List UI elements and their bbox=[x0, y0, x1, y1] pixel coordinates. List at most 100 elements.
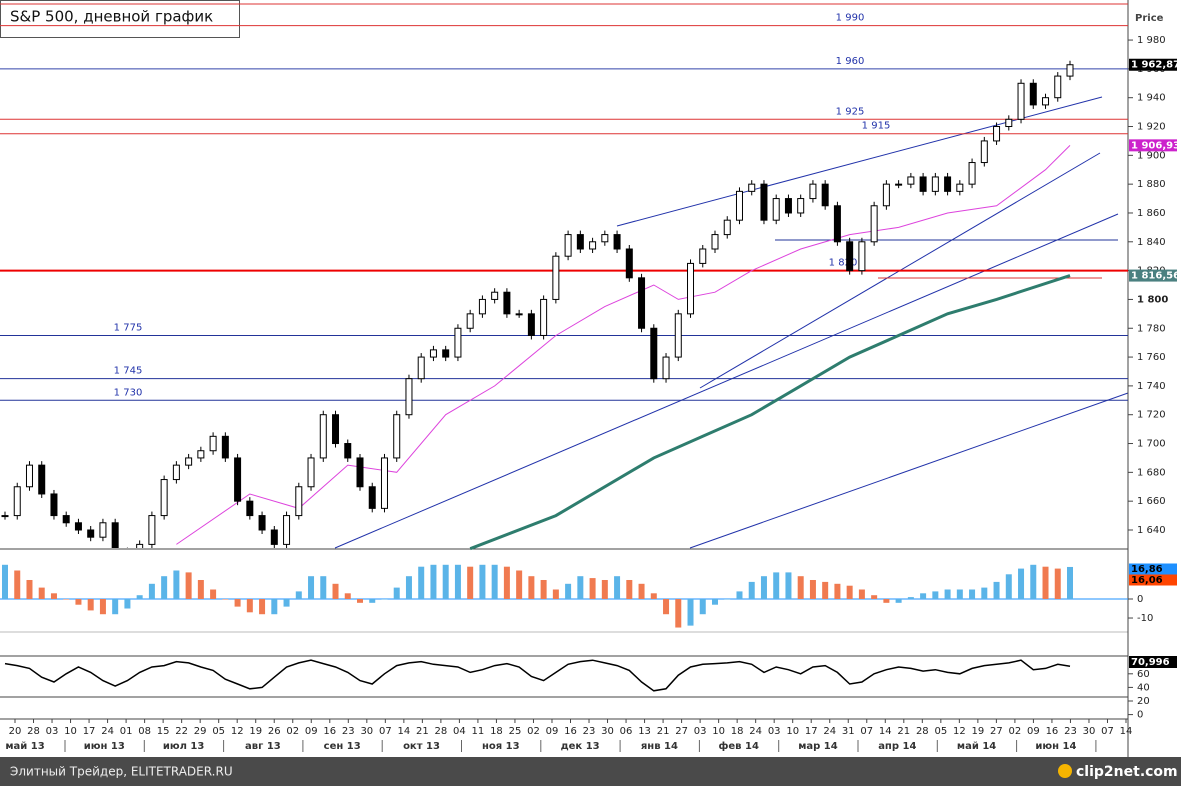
candle bbox=[319, 414, 327, 459]
title-box bbox=[0, 0, 240, 38]
macd-bar bbox=[589, 578, 596, 600]
macd-bar bbox=[675, 599, 682, 628]
candle bbox=[760, 183, 768, 221]
macd-bar bbox=[357, 599, 363, 603]
y-tick-label: 40 bbox=[1137, 682, 1150, 693]
x-tick-label: 22 bbox=[175, 726, 188, 737]
x-tick-label: 21 bbox=[416, 726, 429, 737]
y-tick-label: 1 640 bbox=[1137, 525, 1166, 536]
y-tick-label: 1 760 bbox=[1137, 352, 1166, 363]
x-tick-label: 10 bbox=[786, 726, 799, 737]
x-tick-label: 12 bbox=[953, 726, 966, 737]
macd-bar bbox=[381, 599, 388, 600]
candle bbox=[699, 248, 707, 264]
footer-source: Элитный Трейдер, ELITETRADER.RU bbox=[10, 765, 233, 779]
level-label: 1 745 bbox=[114, 366, 143, 377]
macd-bar bbox=[124, 599, 131, 609]
macd-bar bbox=[271, 599, 278, 615]
candle bbox=[552, 255, 560, 300]
x-tick-label: 09 bbox=[546, 726, 559, 737]
candle bbox=[687, 262, 695, 315]
price-tag bbox=[1129, 58, 1177, 71]
y-tick-label: -10 bbox=[1137, 613, 1153, 624]
macd-bar bbox=[956, 589, 963, 600]
candle bbox=[209, 435, 217, 452]
macd-bar bbox=[393, 587, 400, 600]
x-tick-label: 21 bbox=[657, 726, 670, 737]
y-tick-label: 1 800 bbox=[1137, 294, 1168, 305]
macd-bar bbox=[148, 583, 155, 600]
candle bbox=[1017, 82, 1025, 120]
macd-bar bbox=[295, 591, 302, 600]
y-tick-label: 1 920 bbox=[1137, 122, 1166, 133]
candle bbox=[111, 522, 119, 548]
macd-bar bbox=[136, 595, 143, 600]
x-tick-label: 26 bbox=[268, 726, 281, 737]
level-label: 1 730 bbox=[114, 387, 143, 398]
macd-bar bbox=[760, 576, 767, 600]
x-tick-label: 07 bbox=[1101, 726, 1114, 737]
candle bbox=[674, 313, 682, 358]
macd-bar bbox=[75, 599, 82, 605]
candle bbox=[662, 356, 670, 380]
price-tag-label: 1 816,56 bbox=[1131, 271, 1180, 282]
candle bbox=[846, 241, 854, 272]
candle bbox=[283, 515, 291, 545]
price-tag-label: 1 906,93 bbox=[1131, 140, 1180, 151]
x-tick-label: 02 bbox=[286, 726, 299, 737]
y-tick-label: 1 900 bbox=[1137, 150, 1166, 161]
macd-bar bbox=[1030, 564, 1037, 600]
macd-bar bbox=[491, 564, 498, 600]
macd-bar bbox=[99, 599, 106, 615]
x-tick-label: 02 bbox=[527, 726, 540, 737]
x-tick-label: 14 bbox=[397, 726, 410, 737]
macd-bar bbox=[993, 581, 1000, 600]
candle bbox=[809, 183, 817, 200]
x-tick-label: 23 bbox=[583, 726, 596, 737]
y-tick-label: 60 bbox=[1137, 669, 1150, 680]
macd-bar bbox=[332, 583, 339, 600]
macd-bar bbox=[283, 599, 290, 607]
macd-bar bbox=[969, 589, 976, 600]
candle bbox=[417, 356, 425, 380]
trend-line bbox=[689, 392, 1129, 549]
candle bbox=[650, 327, 658, 380]
month-label: дек 13 bbox=[561, 741, 600, 752]
macd-bar bbox=[430, 564, 437, 600]
macd-bar bbox=[516, 570, 523, 600]
candle bbox=[221, 435, 229, 459]
macd-bar bbox=[308, 576, 315, 600]
y-tick-label: 0 bbox=[1137, 594, 1143, 605]
level-label: 1 990 bbox=[836, 13, 865, 24]
candle bbox=[148, 515, 156, 545]
candle bbox=[38, 464, 46, 495]
y-tick-label: 1 880 bbox=[1137, 179, 1166, 190]
month-label: сен 13 bbox=[324, 741, 361, 752]
macd-bar bbox=[442, 564, 449, 600]
candle bbox=[625, 248, 633, 279]
candle bbox=[735, 190, 743, 221]
candle bbox=[784, 198, 792, 214]
candle bbox=[980, 140, 988, 164]
candle bbox=[87, 529, 95, 538]
candle bbox=[515, 313, 523, 316]
y-tick-label: 1 840 bbox=[1137, 237, 1166, 248]
month-label: мар 14 bbox=[798, 741, 838, 752]
macd-tag bbox=[1129, 574, 1177, 586]
macd-bar bbox=[981, 587, 988, 600]
candle bbox=[613, 234, 621, 250]
macd-bar bbox=[773, 572, 780, 600]
candle bbox=[931, 176, 939, 192]
candle bbox=[99, 522, 107, 538]
macd-tag-label: 16,06 bbox=[1131, 575, 1163, 586]
macd-bar bbox=[197, 579, 204, 600]
macd-bar bbox=[540, 579, 547, 600]
macd-bar bbox=[259, 599, 266, 615]
x-tick-label: 01 bbox=[120, 726, 133, 737]
macd-bar bbox=[809, 579, 816, 600]
macd-bar bbox=[50, 593, 57, 600]
x-tick-label: 04 bbox=[453, 726, 466, 737]
candle bbox=[711, 234, 719, 250]
candle bbox=[380, 457, 388, 509]
x-tick-label: 05 bbox=[934, 726, 947, 737]
